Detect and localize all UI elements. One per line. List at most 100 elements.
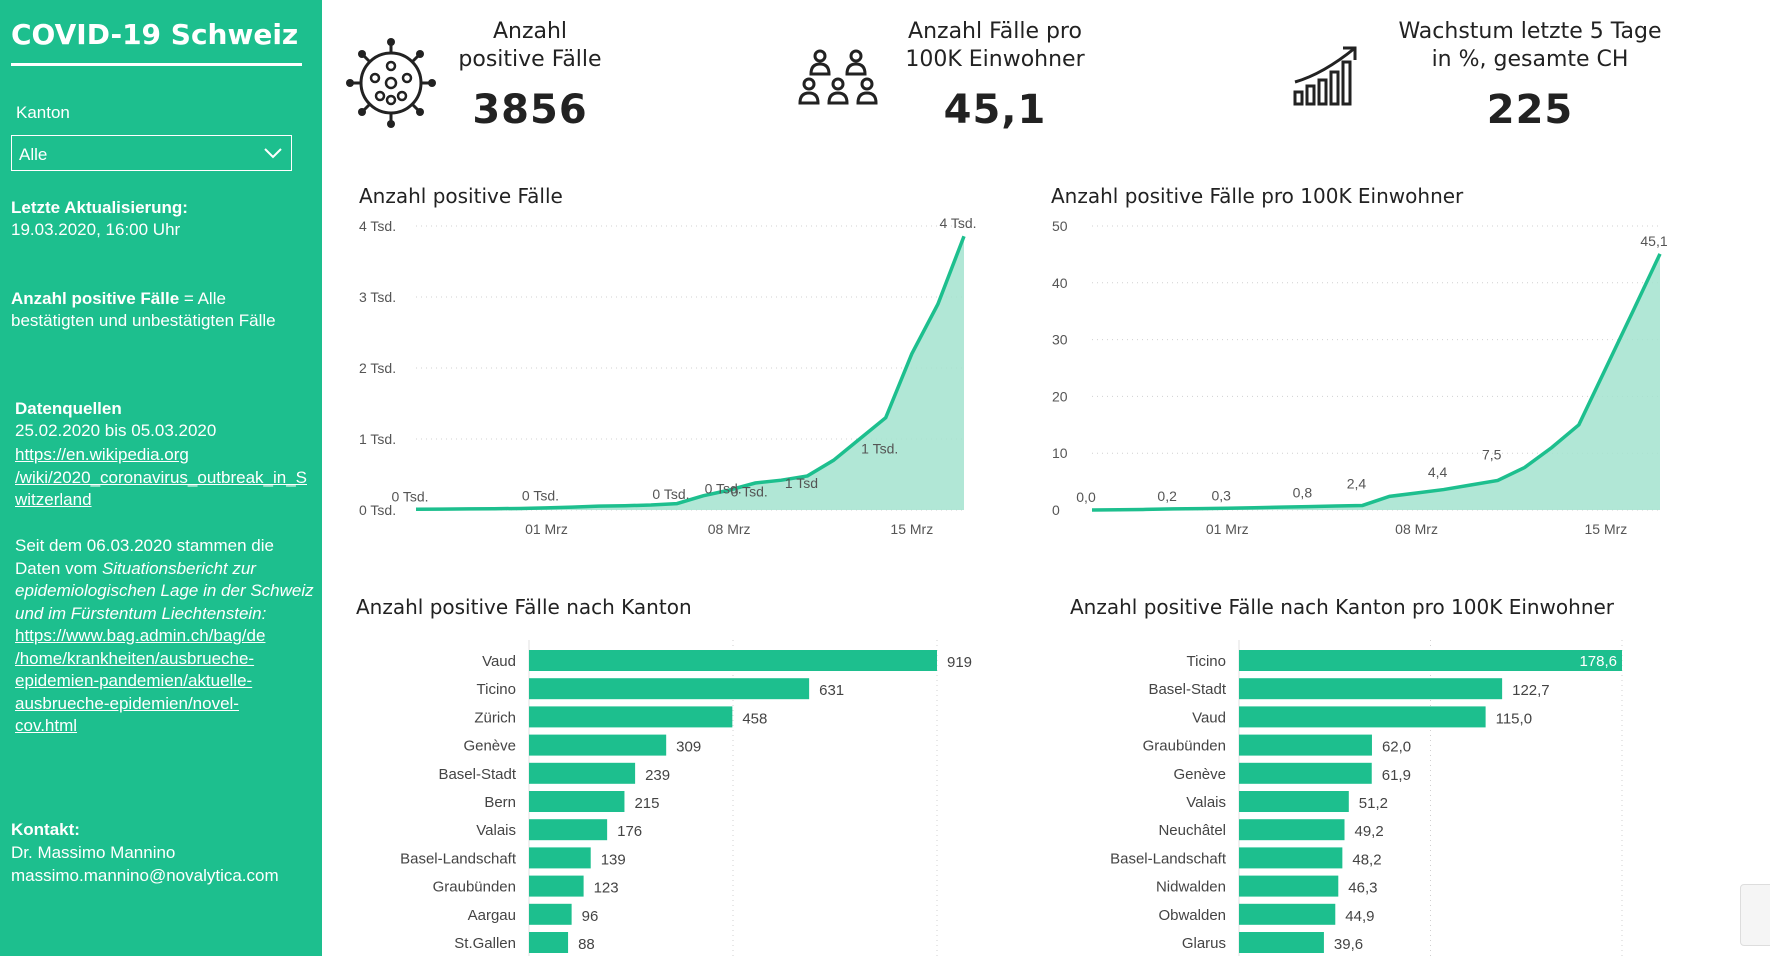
category-label: Valais	[476, 822, 516, 839]
value-label: 51,2	[1359, 795, 1388, 812]
bar	[529, 734, 667, 756]
y-tick-label: 10	[1052, 445, 1068, 461]
value-label: 122,7	[1512, 682, 1550, 699]
sidebar: COVID-19 Schweiz Kanton Alle Letzte Aktu…	[0, 0, 322, 956]
category-label: Vaud	[482, 653, 516, 670]
people-icon	[798, 49, 878, 105]
value-label: 215	[634, 795, 659, 812]
title-divider	[11, 63, 302, 66]
y-tick-label: 20	[1052, 388, 1068, 404]
bar	[1239, 932, 1324, 953]
value-label: 458	[742, 710, 767, 727]
bag-link-line[interactable]: ausbrueche-epidemien/novel-	[15, 693, 239, 713]
growth-chart-icon	[1293, 46, 1357, 106]
x-tick-label: 01 Mrz	[1206, 521, 1249, 537]
filter-label: Kanton	[16, 103, 70, 122]
contact-email: massimo.mannino@novalytica.com	[11, 866, 279, 885]
data-label: 0 Tsd.	[705, 480, 742, 496]
bar	[529, 819, 608, 841]
bar	[529, 762, 636, 784]
virus-icon	[346, 38, 436, 128]
bar	[529, 847, 591, 869]
x-tick-label: 15 Mrz	[890, 521, 933, 537]
bar	[529, 650, 937, 671]
bar	[529, 875, 584, 897]
chevron-down-icon	[264, 148, 282, 159]
bag-link-line[interactable]: /home/krankheiten/ausbrueche-	[15, 648, 255, 668]
kpi-cases-label-line: positive Fälle	[458, 47, 602, 72]
kpi-cases-value: 3856	[472, 87, 588, 133]
series-line	[415, 235, 966, 512]
bar	[529, 903, 572, 925]
category-label: Ticino	[477, 681, 516, 698]
kpi-cases-label: Anzahl positive Fälle	[430, 18, 630, 74]
bar	[529, 932, 569, 953]
x-tick-label: 08 Mrz	[1395, 521, 1438, 537]
wiki-link-line[interactable]: witzerland	[15, 490, 92, 509]
bar	[529, 791, 625, 812]
definition-text-2: bestätigten und unbestätigten Fälle	[11, 311, 276, 330]
x-tick-label: 08 Mrz	[708, 521, 751, 537]
data-label: 0,2	[1157, 488, 1177, 504]
data-label: 0,8	[1293, 484, 1313, 500]
data-label: 0 Tsd.	[731, 483, 768, 499]
wiki-link-line[interactable]: https://en.wikipedia.org	[15, 445, 189, 464]
category-label: Neuchâtel	[1158, 822, 1226, 839]
source-description-line: epidemiologischen Lage in der Schweiz	[15, 580, 314, 603]
source-description-line: und im Fürstentum Liechtenstein:	[15, 603, 314, 626]
category-label: Zürich	[474, 709, 516, 726]
bar	[1239, 903, 1336, 925]
value-label: 309	[676, 739, 701, 756]
series-line	[1091, 253, 1662, 512]
kpi-per100k-label: Anzahl Fälle pro 100K Einwohner	[880, 18, 1110, 74]
category-label: Genève	[1173, 766, 1226, 783]
kpi-per100k-label-line: 100K Einwohner	[905, 47, 1085, 72]
value-label: 88	[578, 936, 595, 953]
source-description: Seit dem 06.03.2020 stammen die Daten vo…	[15, 535, 314, 738]
category-label: Vaud	[1192, 709, 1226, 726]
value-label: 239	[645, 767, 670, 784]
x-tick-label: 01 Mrz	[525, 521, 568, 537]
category-label: Basel-Landschaft	[400, 850, 517, 867]
recaptcha-badge[interactable]	[1740, 884, 1770, 946]
source-description-prefix: Daten vom	[15, 558, 102, 578]
data-label: 0 Tsd.	[522, 488, 559, 504]
wiki-link-line[interactable]: /wiki/2020_coronavirus_outbreak_in_S	[15, 467, 308, 487]
category-label: Basel-Stadt	[1148, 681, 1226, 698]
data-label: 2,4	[1347, 475, 1367, 491]
kpi-growth-label-line: in %, gesamte CH	[1431, 47, 1629, 72]
bar	[1239, 847, 1343, 869]
definition: Anzahl positive Fälle = Alle	[11, 289, 226, 309]
kanton-dropdown[interactable]: Alle	[11, 135, 292, 171]
definition-term: Anzahl positive Fälle	[11, 289, 180, 308]
value-label: 61,9	[1382, 767, 1411, 784]
kpi-growth-value: 225	[1486, 87, 1574, 133]
bar	[1239, 678, 1503, 700]
category-label: Ticino	[1187, 653, 1226, 670]
area-fill	[1092, 253, 1660, 510]
kpi-growth-label: Wachstum letzte 5 Tage in %, gesamte CH	[1390, 18, 1670, 74]
value-label: 176	[617, 823, 642, 840]
value-label: 123	[594, 880, 619, 897]
category-label: Graubünden	[433, 879, 516, 896]
bar	[1239, 819, 1345, 841]
bag-link-line[interactable]: epidemien-pandemien/aktuelle-	[15, 671, 253, 690]
category-label: St.Gallen	[454, 935, 516, 952]
wiki-link[interactable]: https://en.wikipedia.org /wiki/2020_coro…	[15, 444, 307, 512]
update-heading: Letzte Aktualisierung:	[11, 198, 188, 217]
bar	[529, 706, 733, 728]
category-label: Basel-Stadt	[438, 766, 516, 783]
chart-cases-title: Anzahl positive Fälle	[359, 184, 563, 208]
y-tick-label: 3 Tsd.	[359, 289, 396, 305]
category-label: Aargau	[468, 907, 516, 924]
data-label: 0 Tsd.	[391, 488, 428, 504]
source-description-italic: und im Fürstentum Liechtenstein:	[15, 603, 267, 623]
data-label: 4 Tsd.	[939, 215, 976, 231]
value-label: 48,2	[1352, 851, 1381, 868]
value-label: 139	[601, 851, 626, 868]
data-label: 0,3	[1212, 487, 1232, 503]
category-label: Graubünden	[1143, 738, 1226, 755]
bag-link-line[interactable]: cov.html	[15, 716, 78, 735]
bag-link-line[interactable]: https://www.bag.admin.ch/bag/de	[15, 626, 266, 645]
sources-heading: Datenquellen	[15, 399, 122, 418]
